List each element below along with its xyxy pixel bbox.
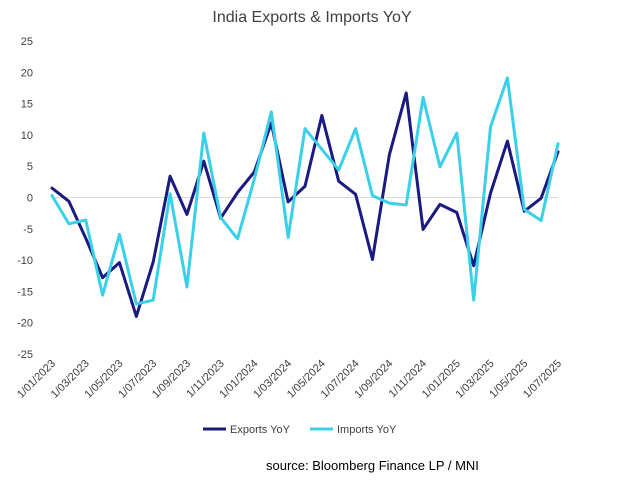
y-tick-label: 10 — [21, 130, 33, 142]
y-tick-label: -20 — [17, 318, 33, 330]
legend-label-exports: Exports YoY — [230, 424, 291, 436]
y-tick-label: -5 — [23, 224, 33, 236]
y-tick-label: 25 — [21, 36, 33, 48]
y-tick-label: 0 — [27, 193, 33, 205]
y-tick-label: 20 — [21, 67, 33, 79]
series-line-exports — [50, 91, 560, 318]
y-tick-label: -10 — [17, 255, 33, 267]
y-tick-label: -15 — [17, 286, 33, 298]
y-tick-label: 5 — [27, 161, 33, 173]
source-note: source: Bloomberg Finance LP / MNI — [266, 458, 479, 473]
series-group — [50, 76, 560, 318]
y-tick-label: 15 — [21, 99, 33, 111]
y-axis: 25 20 15 10 5 0 -5 -10 -15 -20 -25 — [17, 36, 33, 361]
chart-title: India Exports & Imports YoY — [212, 9, 412, 26]
y-tick-label: -25 — [17, 349, 33, 361]
legend: Exports YoY Imports YoY — [203, 424, 397, 436]
legend-label-imports: Imports YoY — [337, 424, 397, 436]
series-line-imports — [50, 76, 560, 306]
x-axis: 1/01/20231/03/20231/05/20231/07/20231/09… — [15, 358, 564, 401]
